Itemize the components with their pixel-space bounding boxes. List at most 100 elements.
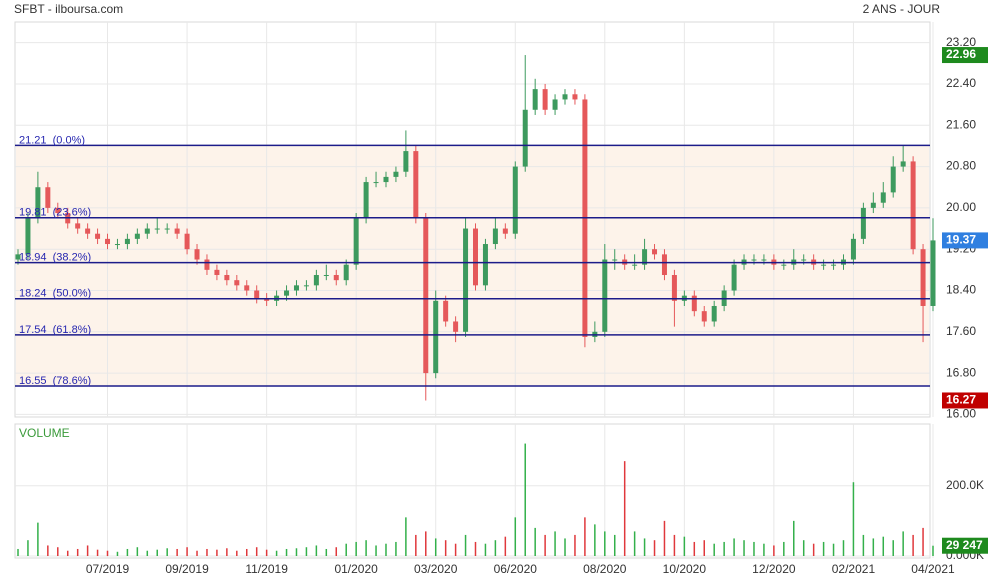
candle-body (850, 238, 856, 260)
volume-bar (425, 531, 427, 556)
price-badge-label: 22.96 (946, 47, 976, 61)
chart-subtitle: 2 ANS - JOUR (863, 2, 941, 16)
candle-body (353, 218, 359, 265)
candle-body (870, 202, 876, 208)
volume-bar (116, 551, 119, 556)
volume-bar (574, 534, 576, 556)
candle-body (105, 238, 111, 245)
volume-bar (285, 548, 288, 556)
volume-bar (584, 517, 586, 556)
volume-bar (822, 541, 825, 556)
volume-bar (395, 541, 397, 556)
volume-bar (246, 548, 248, 556)
candle-body (532, 89, 538, 110)
volume-bar (146, 550, 149, 556)
volume-bar (703, 540, 705, 556)
volume-bar (683, 536, 686, 556)
fib-label: 18.94 (38.2%) (19, 252, 91, 264)
volume-bar (275, 550, 278, 556)
volume-bar (723, 541, 725, 556)
candle-body (512, 166, 518, 234)
volume-bar (623, 461, 626, 556)
candle-body (701, 311, 707, 322)
volume-bar (852, 482, 855, 556)
candle-body (890, 166, 896, 193)
volume-bar (793, 520, 795, 556)
price-badge (942, 232, 988, 249)
y-tick-label: 20.00 (946, 200, 976, 214)
volume-bar (226, 548, 228, 556)
candle-body (95, 233, 101, 239)
volume-bar (136, 547, 139, 556)
price-badge-label: 19.37 (946, 233, 976, 247)
volume-bar (106, 550, 109, 556)
volume-bar (345, 543, 347, 556)
fib-label: 16.55 (78.6%) (19, 375, 91, 387)
candle-body (492, 228, 498, 245)
volume-bar (882, 536, 885, 556)
volume-bar (812, 543, 815, 556)
candle-body (691, 295, 697, 312)
x-tick-label: 10/2020 (663, 562, 707, 576)
y-tick-label: 23.20 (946, 35, 976, 49)
volume-bar (862, 534, 865, 556)
candle-body (423, 218, 429, 374)
volume-bar (663, 520, 666, 556)
volume-bar (176, 548, 178, 556)
candle-body (393, 171, 399, 177)
candle-body (264, 298, 270, 301)
candle-body (473, 228, 478, 286)
candle-body (134, 233, 140, 239)
volume-bar (693, 541, 696, 556)
candle-body (900, 161, 906, 167)
candle-body (323, 275, 329, 277)
candle-body (522, 109, 528, 167)
candle-body (25, 218, 31, 255)
candle-body (910, 161, 916, 250)
fib-label: 19.81 (23.6%) (19, 207, 91, 219)
volume-bar (604, 531, 606, 556)
volume-bar (17, 548, 19, 556)
x-tick-label: 06/2020 (494, 562, 538, 576)
volume-bar (613, 534, 616, 556)
volume-bar (265, 549, 268, 556)
candle-body (124, 238, 130, 245)
volume-bar (385, 543, 387, 556)
candle-body (174, 228, 180, 234)
candle-body (144, 228, 150, 234)
volume-bar (27, 540, 29, 556)
candle-body (711, 305, 717, 322)
candle-body (413, 151, 419, 219)
x-tick-label: 03/2020 (414, 562, 458, 576)
volume-bar (564, 538, 566, 556)
volume-bar (66, 550, 69, 556)
volume-bar (405, 517, 407, 556)
volume-bar (922, 527, 924, 556)
volume-bar (763, 543, 765, 556)
y2-tick-label: 200.0K (946, 478, 984, 492)
candle-body (244, 285, 250, 291)
y-tick-label: 18.40 (946, 283, 976, 297)
x-tick-label: 08/2020 (583, 562, 627, 576)
candle-body (15, 254, 21, 260)
volume-bar (96, 549, 99, 556)
volume-bar (544, 534, 546, 556)
candle-body (333, 275, 339, 281)
volume-bar (216, 549, 218, 556)
candle-body (204, 259, 210, 270)
fib-label: 18.24 (50.0%) (19, 288, 91, 300)
candle-body (363, 182, 369, 219)
candle-body (831, 264, 837, 266)
volume-bar (594, 524, 596, 556)
volume-bar (444, 540, 447, 556)
price-badge (942, 537, 988, 554)
volume-bar (236, 550, 238, 556)
candle-body (731, 264, 737, 291)
volume-bar (335, 547, 338, 556)
volume-bar (783, 541, 785, 556)
price-badge (942, 392, 988, 409)
chart-title: SFBT - ilboursa.com (14, 2, 123, 16)
price-badge-label: 29 247 (946, 538, 983, 552)
volume-bar (713, 543, 715, 556)
